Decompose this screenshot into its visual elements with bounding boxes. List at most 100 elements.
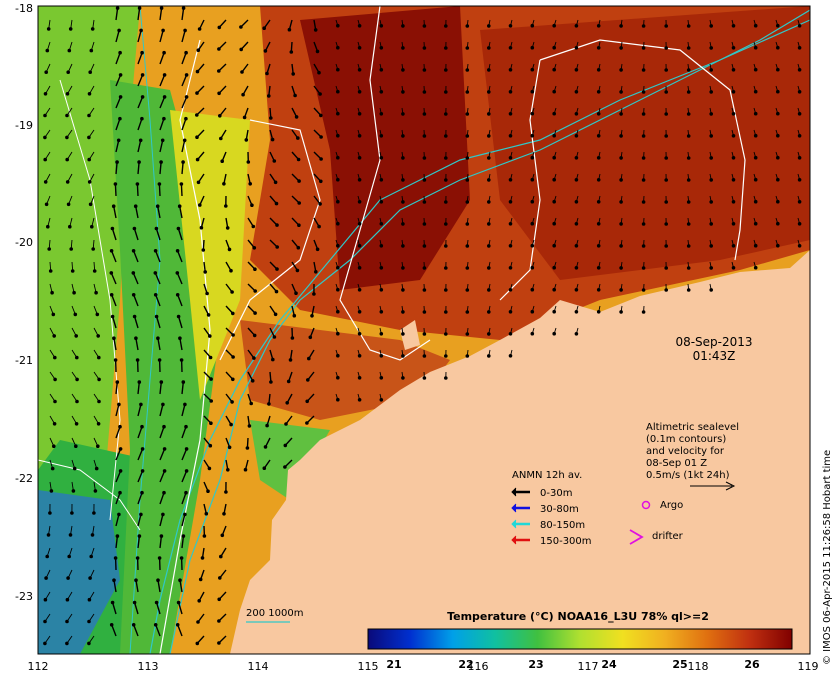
velocity-arrow-head: [508, 354, 513, 358]
velocity-arrow-head: [53, 377, 57, 382]
velocity-arrow-head: [244, 138, 249, 142]
velocity-arrow-head: [289, 50, 294, 54]
velocity-arrow-head: [422, 332, 427, 336]
velocity-arrow-head: [444, 46, 448, 50]
velocity-arrow: [155, 316, 161, 329]
anmn-item: 0-30m: [511, 487, 572, 499]
velocity-arrow-head: [379, 46, 384, 50]
velocity-arrow-head: [487, 178, 491, 182]
velocity-arrow-head: [336, 221, 340, 226]
lon-axis: 112 113 114 115 116 117 118 119: [28, 660, 819, 673]
velocity-arrow-head: [619, 310, 623, 314]
colorbar-tick: 21: [386, 658, 401, 671]
velocity-arrow-head: [87, 135, 91, 140]
velocity-arrow-head: [43, 619, 47, 624]
velocity-arrow-head: [227, 247, 232, 252]
velocity-arrow-head: [47, 247, 52, 251]
velocity-arrow-head: [88, 576, 92, 580]
velocity-arrow-head: [317, 224, 321, 229]
velocity-arrow-head: [664, 222, 669, 226]
velocity-arrow-head: [159, 380, 164, 384]
velocity-arrow-head: [465, 266, 470, 270]
velocity-arrow: [181, 52, 187, 65]
velocity-arrow-head: [686, 90, 691, 94]
velocity-arrow-head: [641, 24, 646, 28]
velocity-arrow-head: [195, 113, 199, 117]
velocity-arrow-head: [357, 376, 362, 380]
velocity-arrow-head: [596, 112, 601, 116]
velocity-arrow-head: [357, 24, 362, 28]
velocity-arrow-head: [50, 290, 54, 295]
velocity-arrow: [181, 536, 185, 549]
velocity-arrow: [181, 404, 186, 417]
velocity-arrow-head: [181, 534, 186, 538]
velocity-arrow-head: [118, 469, 123, 473]
velocity-arrow-head: [162, 447, 167, 451]
velocity-arrow-head: [182, 138, 187, 143]
velocity-arrow-head: [487, 200, 491, 204]
velocity-arrow-head: [208, 334, 212, 338]
velocity-arrow: [115, 426, 121, 439]
velocity-arrow-head: [246, 160, 251, 164]
velocity-arrow-head: [401, 90, 405, 94]
velocity-arrow-head: [664, 244, 669, 248]
velocity-arrow-head: [753, 89, 758, 94]
velocity-arrow-head: [664, 156, 669, 160]
velocity-arrow-head: [776, 221, 780, 226]
velocity-arrow-head: [253, 267, 257, 272]
velocity-arrow-head: [87, 157, 91, 162]
velocity-arrow: [137, 492, 143, 505]
velocity-arrow-head: [225, 226, 230, 230]
velocity-arrow-head: [444, 310, 448, 314]
velocity-arrow: [115, 118, 121, 131]
velocity-arrow-head: [283, 465, 287, 469]
velocity-arrow: [115, 162, 118, 175]
velocity-arrow: [157, 338, 161, 351]
velocity-arrow-head: [465, 134, 470, 138]
velocity-arrow-head: [117, 28, 121, 33]
velocity-arrow-head: [422, 156, 427, 160]
velocity-arrow: [181, 382, 184, 395]
velocity-arrow-head: [619, 46, 623, 50]
velocity-arrow-head: [619, 90, 623, 94]
sealevel-contour-2: [539, 39, 746, 261]
sealevel-note-line: 0.5m/s (1kt 24h): [646, 470, 730, 481]
velocity-arrow-head: [508, 46, 513, 50]
velocity-arrow-head: [530, 89, 535, 94]
velocity-arrow-head: [709, 90, 714, 94]
velocity-arrow-head: [113, 556, 118, 560]
velocity-arrow-head: [336, 177, 340, 182]
velocity-arrow-head: [530, 265, 535, 270]
velocity-arrow: [137, 448, 144, 461]
velocity-arrow-head: [90, 224, 94, 229]
velocity-arrow-head: [290, 336, 295, 340]
velocity-arrow-head: [118, 73, 123, 77]
sealevel-note-line: (0.1m contours): [646, 434, 726, 445]
velocity-arrow-head: [596, 244, 601, 248]
velocity-arrow-head: [530, 67, 535, 72]
velocity-arrow-head: [94, 466, 99, 471]
velocity-arrow-head: [574, 134, 579, 138]
velocity-arrow-head: [132, 600, 137, 605]
velocity-arrow-head: [487, 354, 491, 358]
velocity-arrow-head: [195, 91, 199, 95]
velocity-arrow-head: [217, 641, 221, 645]
velocity-arrow-head: [195, 135, 199, 139]
velocity-arrow-head: [154, 600, 159, 605]
velocity-arrow-head: [508, 68, 513, 72]
velocity-arrow-head: [267, 94, 271, 98]
velocity-arrow-head: [336, 243, 340, 248]
velocity-arrow-head: [379, 354, 384, 358]
velocity-arrow-head: [422, 244, 427, 248]
velocity-arrow: [137, 96, 144, 109]
velocity-arrow-head: [250, 203, 254, 207]
velocity-arrow-head: [336, 287, 340, 292]
velocity-arrow-head: [731, 46, 736, 50]
velocity-arrow-head: [357, 200, 362, 204]
velocity-arrow-head: [157, 358, 162, 362]
velocity-arrow-head: [140, 50, 144, 55]
velocity-arrow-head: [297, 201, 302, 205]
velocity-arrow-head: [275, 267, 279, 271]
velocity-arrow-head: [401, 24, 405, 28]
velocity-arrow-head: [110, 226, 115, 231]
